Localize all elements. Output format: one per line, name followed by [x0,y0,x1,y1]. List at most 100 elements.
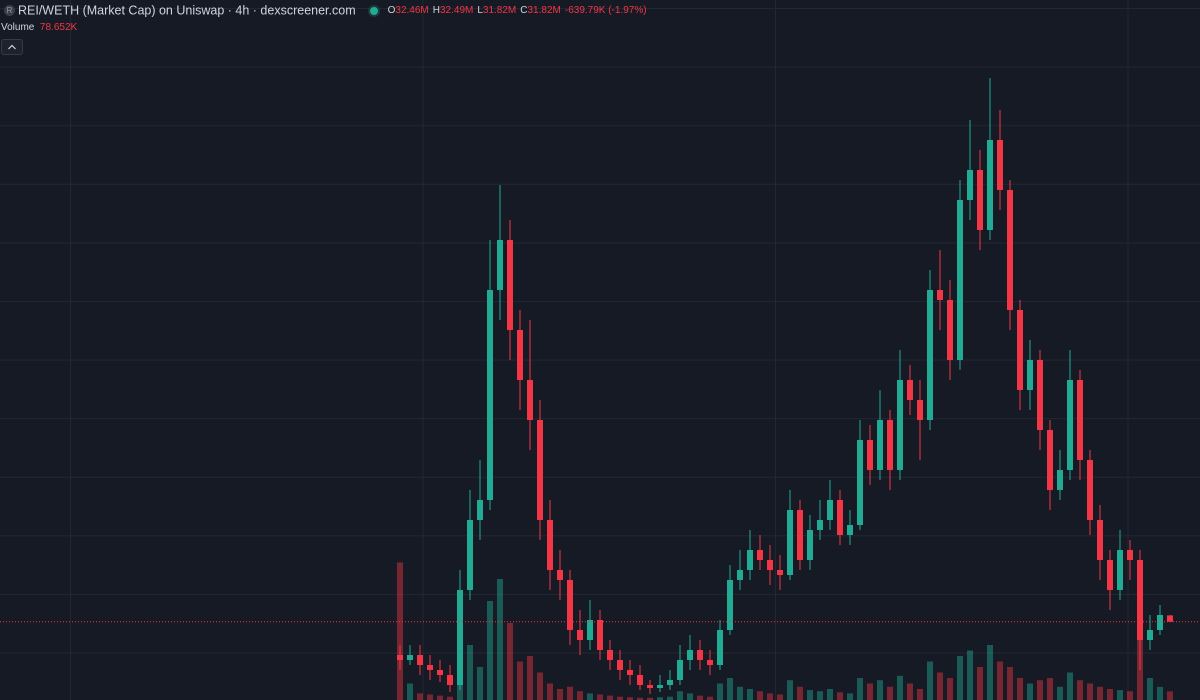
candle-body [427,665,433,670]
ohlc-key: O [387,5,396,17]
volume-bar [577,691,583,700]
candle-body [617,660,623,670]
volume-bar [567,686,573,700]
candle-body [397,655,403,660]
volume-bar [1107,689,1113,700]
candle-body [937,290,943,300]
volume-bar [437,695,443,700]
candle-body [927,290,933,420]
volume-bar [557,689,563,700]
candle-body [1107,560,1113,590]
candle-body [857,440,863,525]
volume-value: 78.652K [39,22,78,33]
candle-body [1067,380,1073,470]
candle-body [477,500,483,520]
volume-bar [587,693,593,700]
volume-bar [917,689,923,700]
candle-body [547,520,553,570]
volume-bar [467,645,473,700]
candle-body [557,570,563,580]
candle-body [977,170,983,230]
ohlc-legend: O32.46M H32.49M L31.82M C31.82M -639.79K (-1… [388,5,647,16]
volume-bar [1117,690,1123,700]
volume-bar [867,683,873,700]
volume-bar [817,691,823,700]
candle-body [1057,470,1063,490]
volume-bar [1167,691,1173,700]
candle-body [537,420,543,520]
collapse-button[interactable] [1,39,23,55]
ohlc-key: C [520,5,528,17]
candle-body [727,580,733,630]
volume-bar [787,680,793,700]
volume-bar [1157,686,1163,700]
candle-body [767,560,773,570]
candle-body [487,290,493,500]
volume-bar [447,696,453,700]
candle-body [497,240,503,290]
volume-bar [847,693,853,700]
volume-bar [937,672,943,700]
candle-body [657,685,663,688]
volume-bar [677,691,683,700]
candle-body [1017,310,1023,390]
volume-bar [537,672,543,700]
candle-body [567,580,573,630]
candle-body [1097,520,1103,560]
status-dot [369,6,378,15]
candle-body [1157,615,1163,630]
volume-bar [947,678,953,700]
chart-title: REI/WETH (Market Cap) on Uniswap · 4h · … [18,3,356,18]
candle-body [967,170,973,200]
candle-body [787,510,793,575]
volume-bar [957,656,963,700]
volume-bar [767,693,773,700]
volume-bar [997,661,1003,700]
volume-bar [1067,672,1073,700]
candle-body [987,140,993,230]
ohlc-change: -639.79K (-1.97%) [564,5,647,17]
volume-bar [907,683,913,700]
candle-body [957,200,963,360]
volume-bar [397,562,403,700]
candle-body [467,520,473,590]
volume-bar [857,678,863,700]
candle-body [447,675,453,685]
volume-bar [1087,683,1093,700]
candle-body [1077,380,1083,460]
candle-body [867,440,873,470]
volume-bar [627,697,633,700]
candle-body [597,620,603,650]
volume-bar [597,694,603,700]
ohlc-value: 32.49M [439,5,474,17]
volume-bar [697,695,703,700]
candle-body [587,620,593,640]
volume-bar [607,695,613,700]
candle-body [707,660,713,665]
volume-bar [747,689,753,700]
ohlc-value: 31.82M [527,5,561,17]
candle-body [757,550,763,560]
volume-title: Volume [1,22,35,33]
volume-bar [977,667,983,700]
candle-body [527,380,533,420]
volume-bar [897,675,903,700]
volume-bar [477,667,483,700]
candle-body [457,590,463,685]
candle-body [897,380,903,470]
candle-body [1037,360,1043,430]
volume-bar [1047,678,1053,700]
volume-bar [487,601,493,700]
candle-body [847,525,853,535]
candle-body [1147,630,1153,640]
candle-body [797,510,803,560]
volume-bar [797,686,803,700]
ohlc-value: 32.46M [395,5,429,17]
volume-bar [827,689,833,700]
volume-bar [1057,686,1063,700]
volume-bar [667,696,673,700]
candle-body [997,140,1003,190]
volume-bar [707,696,713,700]
candle-body [947,300,953,360]
candle-body [697,650,703,660]
